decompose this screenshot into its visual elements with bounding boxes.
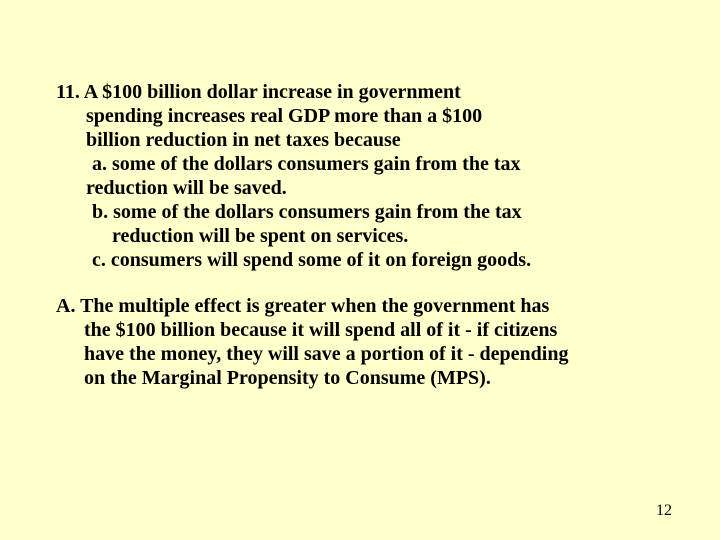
option-a-line1: a. some of the dollars consumers gain fr… bbox=[56, 152, 672, 176]
option-c: c. consumers will spend some of it on fo… bbox=[56, 248, 672, 272]
question-stem-line3: billion reduction in net taxes because bbox=[56, 128, 672, 152]
answer-line1: A. The multiple effect is greater when t… bbox=[56, 294, 672, 318]
answer-line3: have the money, they will save a portion… bbox=[56, 342, 672, 366]
option-b-line1: b. some of the dollars consumers gain fr… bbox=[56, 200, 672, 224]
answer-line2: the $100 billion because it will spend a… bbox=[56, 318, 672, 342]
answer-line4: on the Marginal Propensity to Consume (M… bbox=[56, 366, 672, 390]
option-b-line2: reduction will be spent on services. bbox=[56, 224, 672, 248]
option-a-line2: reduction will be saved. bbox=[56, 176, 672, 200]
answer-block: A. The multiple effect is greater when t… bbox=[56, 294, 672, 390]
slide-content: 11. A $100 billion dollar increase in go… bbox=[0, 0, 720, 390]
question-stem-line2: spending increases real GDP more than a … bbox=[56, 104, 672, 128]
question-stem-line1: 11. A $100 billion dollar increase in go… bbox=[56, 80, 672, 104]
page-number: 12 bbox=[656, 502, 672, 520]
question-block: 11. A $100 billion dollar increase in go… bbox=[56, 80, 672, 272]
